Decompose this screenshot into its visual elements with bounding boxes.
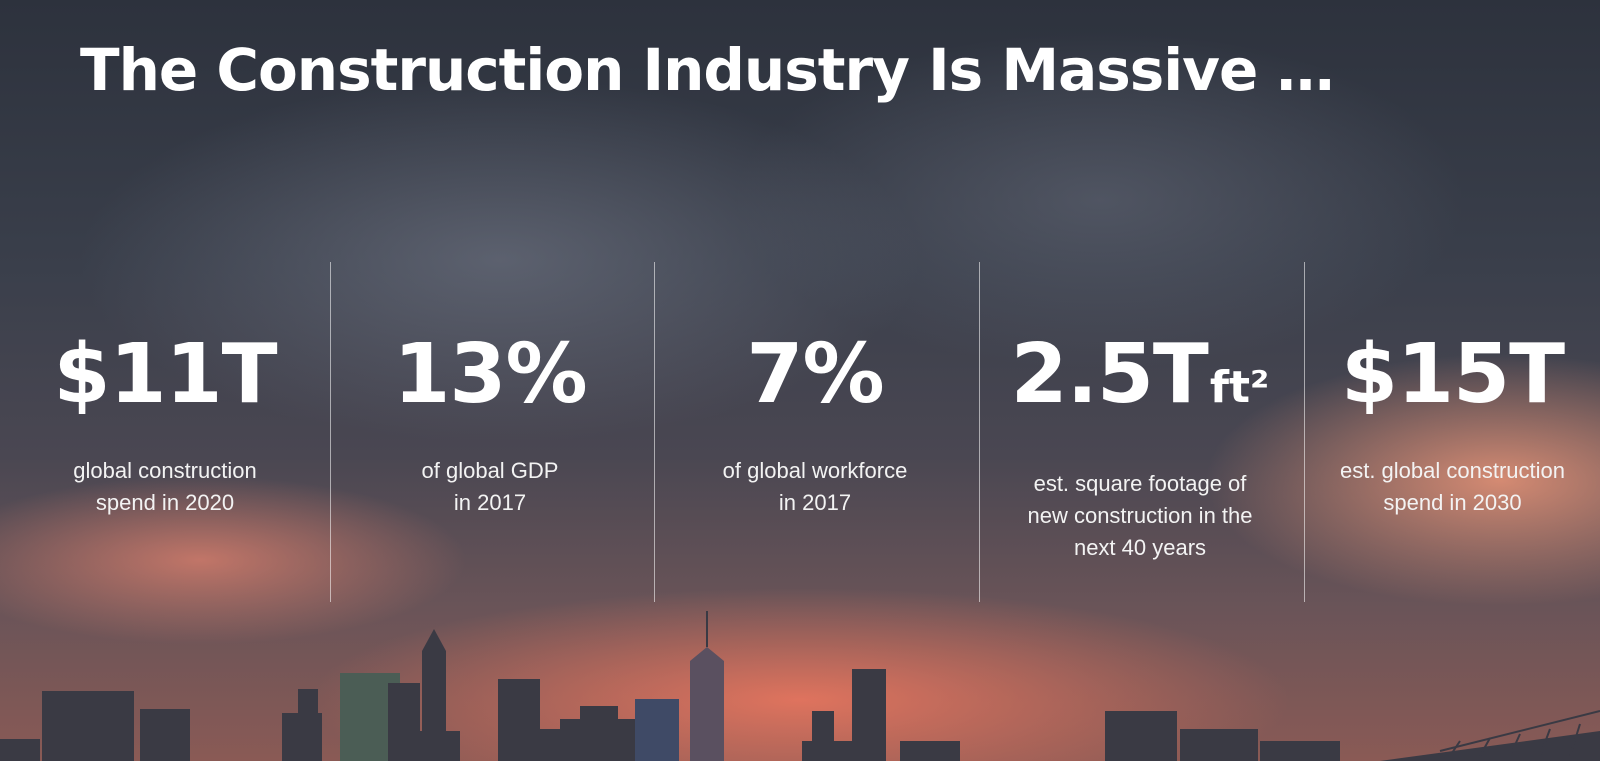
city-skyline-image (0, 611, 1600, 761)
column-divider (330, 262, 331, 602)
stat-value: 13% (393, 327, 587, 422)
stat-description: est. square footage of new construction … (1027, 471, 1253, 560)
column-divider (1304, 262, 1305, 602)
stat-global-gdp: 13% of global GDP in 2017 (330, 325, 650, 519)
column-divider (654, 262, 655, 602)
stat-unit: ft² (1209, 362, 1270, 413)
stat-description: of global GDP in 2017 (421, 458, 559, 515)
stat-construction-spend-2020: $11T global construction spend in 2020 (5, 325, 325, 519)
stat-description: of global workforce in 2017 (722, 458, 908, 515)
stat-value: $11T (53, 327, 277, 422)
stat-construction-spend-2030: $15T est. global construction spend in 2… (1305, 325, 1600, 519)
stat-value: $15T (1340, 327, 1565, 422)
stat-description: est. global construction spend in 2030 (1339, 458, 1566, 515)
column-divider (979, 262, 980, 602)
stat-value: 2.5Tft² (1010, 327, 1270, 422)
stat-global-workforce: 7% of global workforce in 2017 (655, 325, 975, 519)
stat-description: global construction spend in 2020 (73, 458, 257, 515)
stat-value: 7% (746, 327, 884, 422)
stat-square-footage: 2.5Tft² est. square footage of new const… (980, 325, 1300, 564)
page-title: The Construction Industry Is Massive … (80, 36, 1334, 104)
